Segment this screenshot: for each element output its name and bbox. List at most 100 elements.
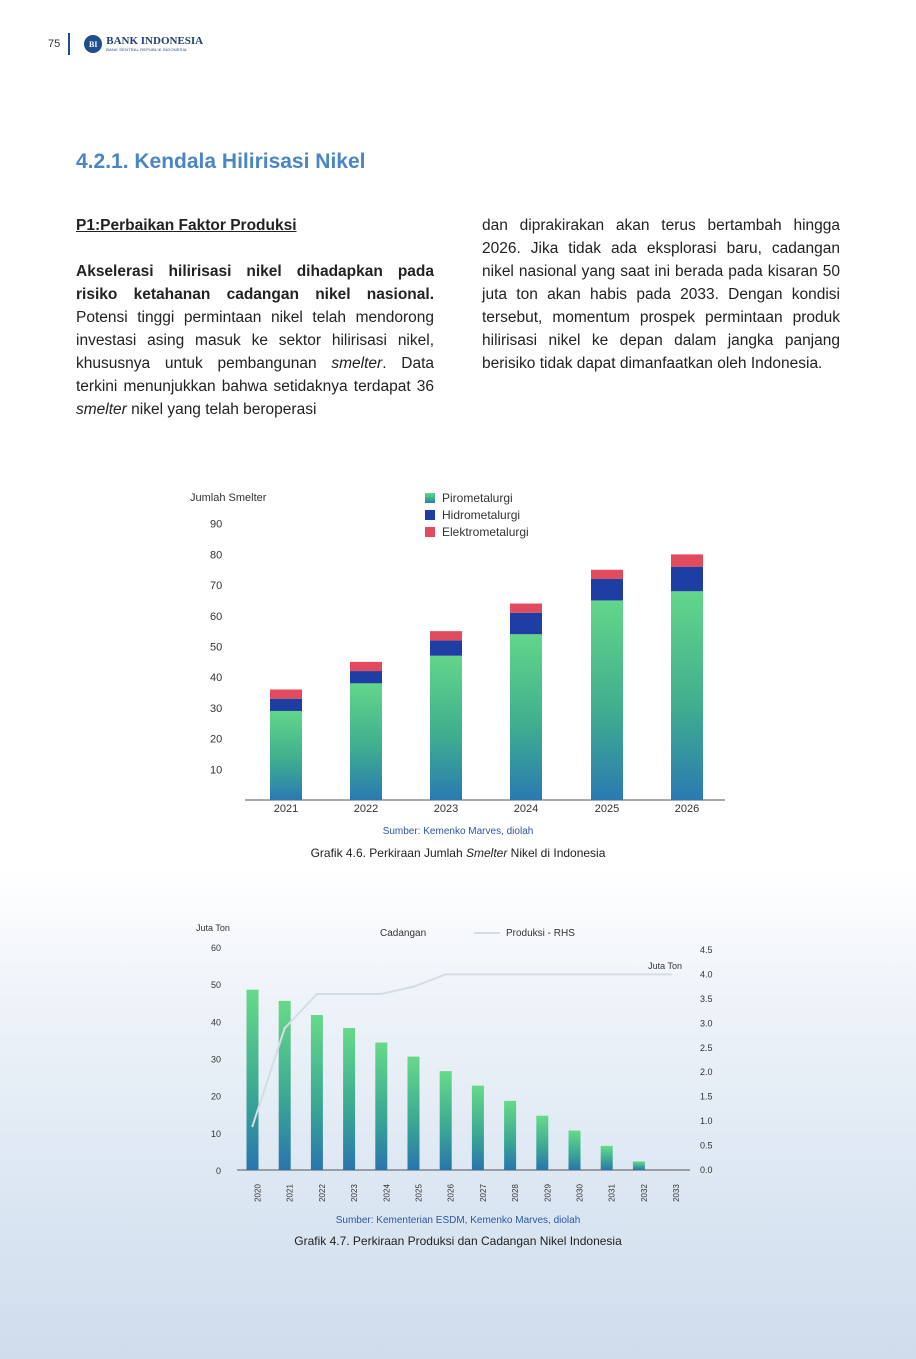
chart2-ylabel-right: Juta Ton <box>648 961 682 971</box>
chart1-legend-swatch-pirometalurgi <box>425 493 435 503</box>
page-number: 75 <box>48 38 61 50</box>
p1-text-a: Potensi tinggi permintaan nikel telah me… <box>76 309 434 372</box>
chart2-point-produksi-2020 <box>251 1124 254 1128</box>
chart2-ytick-right-1.0: 1.0 <box>700 1116 713 1126</box>
lead-sentence: Akselerasi hilirisasi nikel dihadapkan p… <box>76 263 434 303</box>
chart1-xtick-2026: 2026 <box>675 803 699 815</box>
chart1-bar-elektrometalurgi-2025 <box>591 569 623 579</box>
chart2-bar-2023 <box>343 1028 356 1170</box>
chart2-bar-2025 <box>407 1056 420 1170</box>
chart1-ytick-20: 20 <box>210 734 222 746</box>
chart2-bar-2026 <box>439 1071 452 1170</box>
chart2-point-produksi-2029 <box>541 973 544 976</box>
p1-text-b: . Data terkini menunjukkan bahwa setidak… <box>76 355 434 395</box>
chart1-bar-elektrometalurgi-2023 <box>430 631 462 641</box>
chart1-bar-hidrometalurgi-2022 <box>350 671 382 684</box>
chart2-ytick-left-50: 50 <box>211 980 221 990</box>
chart1-xtick-2024: 2024 <box>514 803 538 815</box>
chart2-ytick-right-2.5: 2.5 <box>700 1043 713 1053</box>
p1-italic-1: smelter <box>331 355 383 372</box>
chart1-caption-a: Grafik 4.6. Perkiraan Jumlah <box>310 846 466 860</box>
chart1-legend-elektrometalurgi: Elektrometalurgi <box>442 525 529 539</box>
chart1-bar-hidrometalurgi-2021 <box>270 698 302 711</box>
chart1-bar-elektrometalurgi-2026 <box>671 554 703 567</box>
chart1-bar-hidrometalurgi-2023 <box>430 640 462 656</box>
chart1-caption-italic: Smelter <box>466 846 508 860</box>
chart2-point-produksi-2028 <box>508 973 512 976</box>
chart2-point-produksi-2033 <box>669 973 673 976</box>
p1-text-c: nikel yang telah beroperasi <box>126 401 317 418</box>
chart1-xtick-2023: 2023 <box>434 803 458 815</box>
chart1-bar-hidrometalurgi-2025 <box>591 578 623 601</box>
chart2-xtick-2028: 2028 <box>511 1184 520 1202</box>
chart2-ytick-right-2.0: 2.0 <box>700 1067 713 1077</box>
chart2-bar-2030 <box>568 1130 581 1170</box>
chart1-bar-pirometalurgi-2021 <box>270 710 302 800</box>
chart2-xtick-2023: 2023 <box>350 1184 359 1202</box>
chart2-bar-2028 <box>504 1100 517 1170</box>
chart1-bar-pirometalurgi-2024 <box>510 634 542 800</box>
chart2-bar-2032 <box>632 1161 645 1170</box>
chart2-xtick-2032: 2032 <box>640 1184 649 1202</box>
bi-seal-icon: BI <box>84 35 103 53</box>
chart1-legend-swatch-hidrometalurgi <box>425 510 435 520</box>
chart2-ytick-left-10: 10 <box>211 1129 221 1139</box>
chart2-line-produksi <box>251 973 672 1127</box>
chart1-bar-pirometalurgi-2025 <box>591 600 623 800</box>
chart1-ytick-90: 90 <box>210 519 222 531</box>
chart1-legend-swatch-elektrometalurgi <box>425 527 435 537</box>
chart2-ytick-left-20: 20 <box>211 1092 221 1102</box>
text-column-right: dan diprakirakan akan terus bertambah hi… <box>482 214 840 375</box>
chart2-bar-2020 <box>246 989 259 1170</box>
chart2-point-produksi-2032 <box>637 973 641 976</box>
chart2-ytick-left-40: 40 <box>211 1017 221 1027</box>
chart1-caption-b: Nikel di Indonesia <box>507 846 606 860</box>
chart1-ytick-60: 60 <box>210 611 222 623</box>
chart1-xtick-2022: 2022 <box>354 803 378 815</box>
chart2-ylabel-left: Juta Ton <box>196 923 230 933</box>
chart2-point-produksi-2027 <box>476 973 480 976</box>
chart1-legend-hidrometalurgi: Hidrometalurgi <box>442 508 520 522</box>
header-divider <box>68 33 71 55</box>
chart2-bar-2021 <box>278 1000 291 1170</box>
chart2-bar-2031 <box>600 1145 613 1170</box>
chart1-ytick-80: 80 <box>210 549 222 561</box>
chart2-legend-cadangan: Cadangan <box>380 928 426 939</box>
text-column-left: P1:Perbaikan Faktor Produksi Akselerasi … <box>76 214 434 421</box>
chart1-ytick-70: 70 <box>210 580 222 592</box>
chart2-xtick-2024: 2024 <box>382 1184 391 1202</box>
subheading: P1:Perbaikan Faktor Produksi <box>76 217 297 234</box>
chart1-ytick-50: 50 <box>210 642 222 654</box>
chart2-point-produksi-2025 <box>412 985 415 988</box>
p1-italic-2: smelter <box>76 401 127 418</box>
chart2-ytick-right-0.5: 0.5 <box>700 1141 713 1151</box>
page-header: 75 BI BANK INDONESIA BANK SENTRAL REPUBL… <box>48 32 203 56</box>
chart1-ylabel: Jumlah Smelter <box>190 492 267 504</box>
chart2-xtick-2026: 2026 <box>447 1184 456 1202</box>
chart1-source: Sumber: Kemenko Marves, diolah <box>382 826 534 837</box>
chart1-ytick-10: 10 <box>210 764 222 776</box>
chart1-legend-pirometalurgi: Pirometalurgi <box>442 491 513 505</box>
chart2-bar-2024 <box>375 1042 388 1170</box>
chart1-bar-elektrometalurgi-2021 <box>270 689 302 699</box>
chart2-ytick-right-3.0: 3.0 <box>700 1018 713 1028</box>
chart2-xtick-2022: 2022 <box>318 1184 327 1202</box>
chart1-caption: Grafik 4.6. Perkiraan Jumlah Smelter Nik… <box>0 846 916 860</box>
chart2-bar-2022 <box>310 1015 323 1170</box>
chart2-ytick-right-3.5: 3.5 <box>700 994 713 1004</box>
chart1-bar-elektrometalurgi-2024 <box>510 603 542 613</box>
chart2-xtick-2030: 2030 <box>576 1184 585 1202</box>
chart2-bar-2027 <box>471 1085 484 1170</box>
chart2-xtick-2031: 2031 <box>608 1184 617 1202</box>
chart2-xtick-2025: 2025 <box>415 1184 424 1202</box>
logo-name: BANK INDONESIA <box>106 35 204 47</box>
chart1-xtick-2021: 2021 <box>274 803 298 815</box>
bank-indonesia-logo: BI BANK INDONESIA BANK SENTRAL REPUBLIK … <box>84 35 203 53</box>
chart2-point-produksi-2031 <box>605 973 608 976</box>
chart2-xtick-2033: 2033 <box>672 1184 681 1202</box>
chart2-bar-2029 <box>536 1115 549 1170</box>
chart2-ytick-right-1.5: 1.5 <box>700 1092 713 1102</box>
chart2-xtick-2029: 2029 <box>543 1184 552 1202</box>
chart1-bar-pirometalurgi-2022 <box>350 683 382 800</box>
